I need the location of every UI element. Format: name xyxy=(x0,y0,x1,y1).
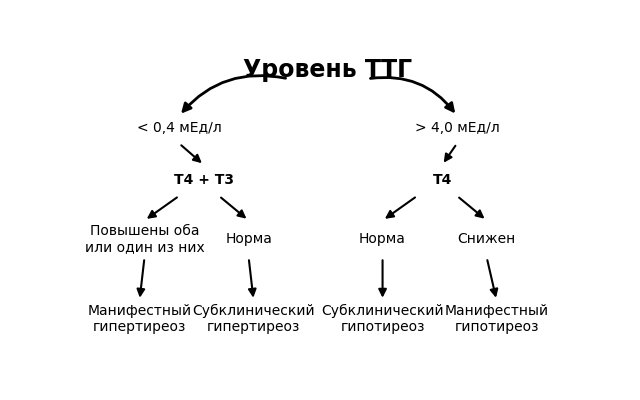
Text: Субклинический
гипотиреоз: Субклинический гипотиреоз xyxy=(321,304,444,334)
Text: Норма: Норма xyxy=(359,232,406,246)
Text: Повышены оба
или один из них: Повышены оба или один из них xyxy=(84,224,204,254)
Text: Норма: Норма xyxy=(225,232,272,246)
Text: Т4: Т4 xyxy=(433,174,452,188)
Text: Манифестный
гипертиреоз: Манифестный гипертиреоз xyxy=(88,304,191,334)
Text: > 4,0 мЕд/л: > 4,0 мЕд/л xyxy=(415,121,499,135)
Text: < 0,4 мЕд/л: < 0,4 мЕд/л xyxy=(137,121,221,135)
Text: Манифестный
гипотиреоз: Манифестный гипотиреоз xyxy=(445,304,548,334)
FancyArrowPatch shape xyxy=(371,78,453,111)
Text: Уровень ТТГ: Уровень ТТГ xyxy=(243,58,413,82)
FancyArrowPatch shape xyxy=(183,76,285,111)
Text: Субклинический
гипертиреоз: Субклинический гипертиреоз xyxy=(192,304,315,334)
Text: Снижен: Снижен xyxy=(458,232,516,246)
Text: Т4 + Т3: Т4 + Т3 xyxy=(174,174,234,188)
